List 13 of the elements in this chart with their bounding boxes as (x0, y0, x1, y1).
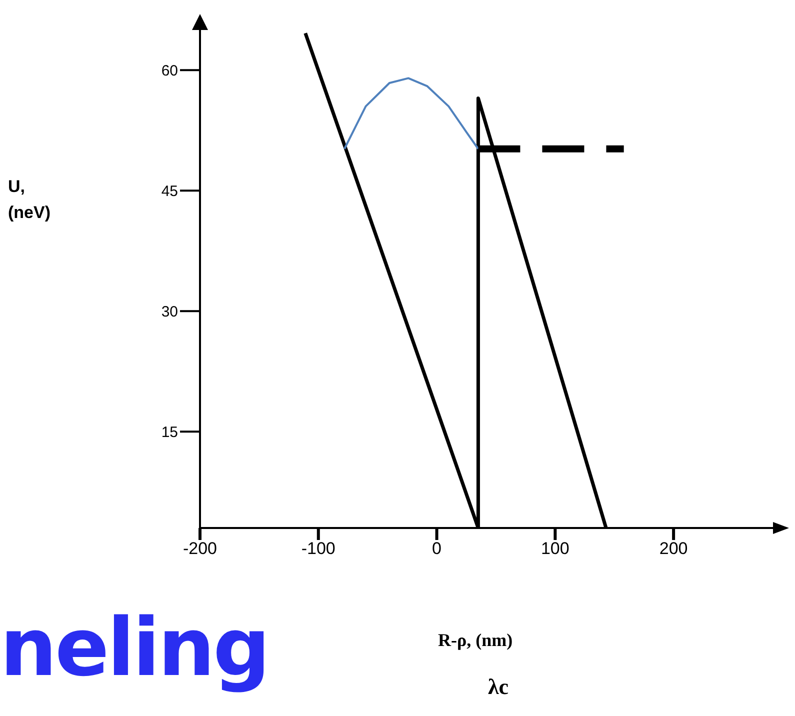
x-tick-label: 100 (540, 539, 570, 558)
x-tick-label: -100 (301, 539, 336, 558)
y-tick-label: 60 (161, 62, 178, 80)
text: λc (488, 674, 509, 699)
x-tick-label: -200 (182, 539, 218, 558)
y-tick-label: 15 (161, 424, 178, 441)
y-tick-label: 45 (161, 182, 178, 200)
y-tick-label: 30 (161, 303, 178, 320)
text: U, (neV) (8, 176, 50, 224)
x-tick-label: 200 (659, 539, 688, 558)
x-tick-label: 0 (432, 539, 442, 558)
x-axis-title: R-ρ, (nm) (438, 630, 513, 651)
text: neling (0, 601, 268, 694)
